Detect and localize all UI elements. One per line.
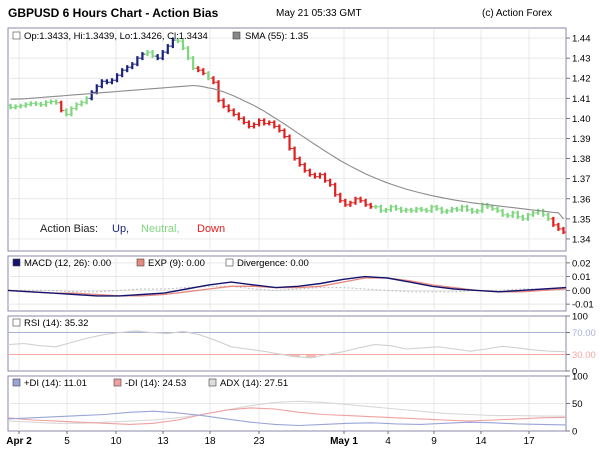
ohlc-legend: Op:1.3433, Hi:1.3439, Lo:1.3426, Cl:1.34…: [24, 31, 208, 42]
macd-axis-tick-label: 0.01: [572, 272, 591, 283]
plus-di-legend-swatch: [12, 378, 21, 387]
rsi-axis-tick-label: 100: [572, 312, 588, 323]
rsi-line: [7, 330, 567, 359]
x-axis-label: May 1: [330, 436, 358, 447]
price-axis-tick-label: 1.40: [572, 114, 591, 125]
divergence-legend-swatch: [225, 258, 234, 267]
macd-legend-swatch: [12, 258, 21, 267]
adx-legend-swatch: [208, 378, 217, 387]
dmi-axis-tick-label: 0: [572, 427, 577, 438]
price-axis-tick-label: 1.42: [572, 74, 591, 85]
price-axis-tick-label: 1.34: [572, 234, 591, 245]
rsi-legend: RSI (14): 35.32: [24, 318, 88, 329]
x-axis-label: 10: [110, 436, 122, 447]
action-bias-down: Down: [197, 223, 225, 235]
macd-line: [7, 275, 567, 297]
rsi-oversold-bar: [305, 354, 316, 358]
price-axis-tick-label: 1.39: [572, 134, 591, 145]
macd-axis-tick-label: 0.00: [572, 286, 591, 297]
x-axis-label: 9: [431, 436, 437, 447]
rsi-axis-tick-label: 70.00: [572, 328, 596, 339]
price-axis-tick-label: 1.37: [572, 174, 591, 185]
rsi-legend-swatch: [12, 318, 21, 327]
x-axis-label: Apr 2: [6, 436, 32, 447]
price-axis-tick-label: 1.43: [572, 54, 591, 65]
plus-di-line: [7, 410, 567, 427]
ohlc-legend-swatch: [12, 31, 21, 40]
x-axis-label: 17: [523, 436, 535, 447]
adx-line: [7, 400, 566, 424]
sma-55-line: [10, 84, 564, 220]
rsi-axis-tick-label: 30.00: [572, 350, 596, 361]
price-axis-tick-label: 1.41: [572, 94, 591, 105]
x-axis-label: 4: [385, 436, 391, 447]
rsi-axis-frame: [7, 315, 567, 372]
chart-title: GBPUSD 6 Hours Chart - Action Bias: [8, 6, 219, 20]
price-axis-frame: [7, 27, 567, 252]
dmi-axis-tick-label: 50: [572, 399, 583, 410]
adx-legend: ADX (14): 27.51: [220, 378, 288, 389]
rsi-oversold-bar: [289, 354, 300, 357]
macd-legend: MACD (12, 26): 0.00: [24, 258, 111, 269]
x-axis-label: 23: [253, 436, 265, 447]
minus-di-line: [7, 407, 567, 425]
timestamp: May 21 05:33 GMT: [276, 8, 362, 19]
x-axis-label: 14: [475, 436, 487, 447]
rsi-axis-tick-label: 0: [572, 367, 577, 378]
macd-axis-tick-label: 0.02: [572, 258, 591, 269]
divergence-legend: Divergence: 0.00: [237, 258, 309, 269]
macd-axis-frame: [7, 255, 567, 312]
x-axis-label: 5: [64, 436, 70, 447]
macd-axis-tick-label: -0.01: [572, 300, 594, 311]
price-axis-tick-label: 1.35: [572, 214, 591, 225]
price-axis-tick-label: 1.36: [572, 194, 591, 205]
sma-legend: SMA (55): 1.35: [245, 31, 308, 42]
rsi-overbought-bar: [130, 330, 141, 333]
x-axis-label: 13: [157, 436, 169, 447]
dmi-axis-tick-label: 100: [572, 372, 588, 383]
action-bias-neutral: Neutral,: [141, 223, 180, 235]
action-bias-label: Action Bias:: [40, 223, 98, 235]
exp-legend-swatch: [136, 258, 145, 267]
minus-di-legend: -DI (14): 24.53: [125, 378, 186, 389]
x-axis-label: 18: [204, 436, 216, 447]
price-axis-tick-label: 1.44: [572, 34, 591, 45]
plus-di-legend: +DI (14): 11.01: [24, 378, 87, 389]
action-bias-up: Up,: [112, 223, 129, 235]
sma-legend-swatch: [232, 31, 241, 40]
exp-legend: EXP (9): 0.00: [148, 258, 205, 269]
price-axis-tick-label: 1.38: [572, 154, 591, 165]
minus-di-legend-swatch: [113, 378, 122, 387]
copyright: (c) Action Forex: [482, 8, 553, 19]
